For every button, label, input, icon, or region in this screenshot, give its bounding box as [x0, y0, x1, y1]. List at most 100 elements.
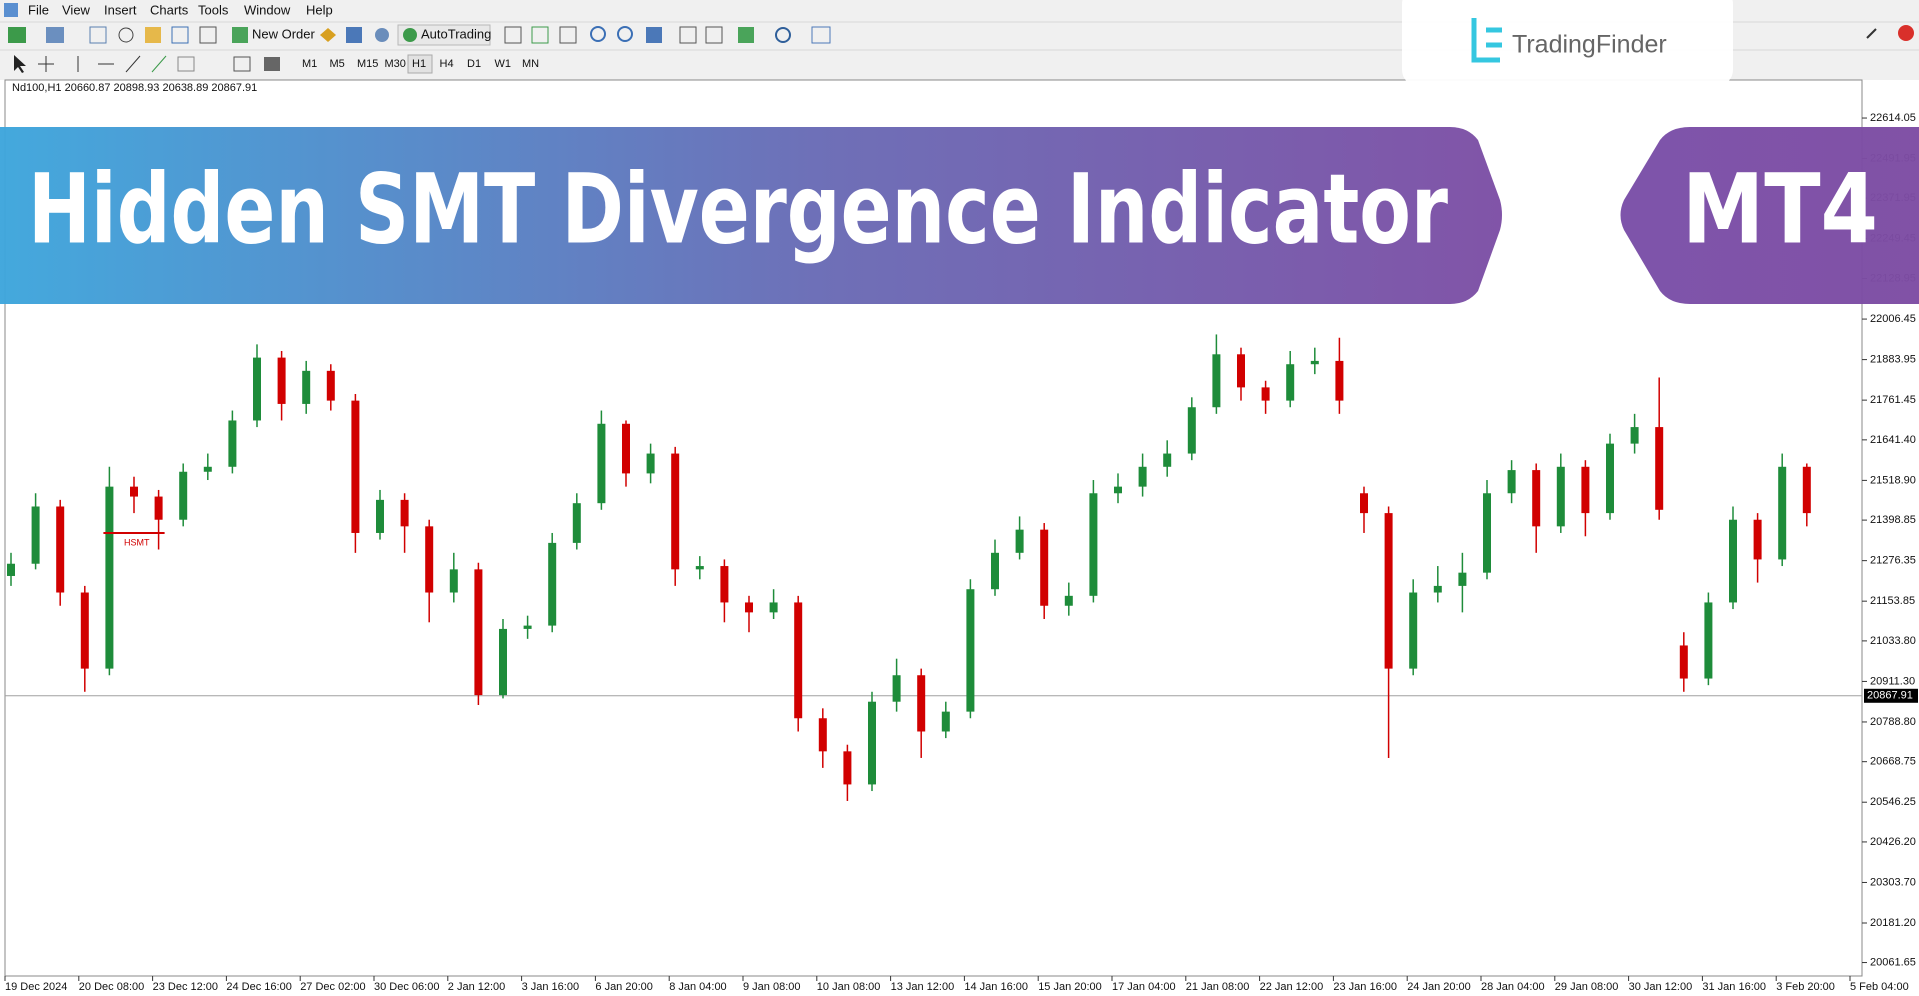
candle-body — [1114, 486, 1122, 494]
candle-body — [1409, 592, 1418, 669]
tool-icon — [151, 55, 167, 73]
candle-body — [1802, 466, 1811, 514]
x-tick-label: 27 Dec 02:00 — [300, 981, 365, 993]
candle-body — [868, 701, 876, 785]
menu-item[interactable]: Tools — [198, 2, 229, 17]
timeframe-button[interactable]: H4 — [440, 58, 454, 70]
candle-body — [1163, 453, 1172, 467]
y-tick-label: 22006.45 — [1870, 313, 1916, 325]
notification[interactable] — [1898, 25, 1914, 41]
candle-body — [720, 566, 729, 603]
search-icon[interactable] — [1866, 28, 1877, 39]
x-tick-label: 24 Dec 16:00 — [226, 981, 291, 993]
candle-body — [917, 675, 926, 732]
x-tick-label: 9 Jan 08:00 — [743, 981, 801, 993]
tool-icon — [320, 28, 336, 42]
candle-body — [1335, 360, 1344, 401]
y-tick-label: 22614.05 — [1870, 112, 1916, 124]
autotrading-button[interactable]: AutoTrading — [421, 26, 491, 41]
tool-icon — [679, 26, 697, 44]
candle-body — [425, 526, 434, 593]
candle-body — [1261, 387, 1270, 401]
y-tick-label: 20911.30 — [1870, 675, 1915, 687]
timeframe-button[interactable]: MN — [522, 58, 539, 70]
menu-item[interactable]: Help — [306, 2, 333, 17]
menu-item[interactable]: View — [62, 2, 91, 17]
candle-body — [695, 566, 704, 570]
menu-bar: File View Insert Charts Tools Window Help — [28, 2, 333, 17]
candle-body — [794, 602, 803, 719]
x-tick-label: 19 Dec 2024 — [5, 981, 67, 993]
menu-item[interactable]: File — [28, 2, 49, 17]
candle-body — [56, 506, 65, 593]
y-tick-label: 21276.35 — [1870, 555, 1916, 567]
zoom-in[interactable] — [590, 26, 606, 42]
y-tick-label: 20546.25 — [1870, 796, 1916, 808]
timeframe-button[interactable]: W1 — [495, 58, 512, 70]
candle-body — [400, 499, 409, 527]
candle-body — [1187, 407, 1196, 454]
tool-icon — [46, 27, 64, 43]
timeframe-button[interactable]: D1 — [467, 58, 481, 70]
candle-body — [31, 506, 40, 564]
menu-item[interactable]: Insert — [104, 2, 137, 17]
logo-panel — [1402, 0, 1733, 86]
plot: 22614.0522491.9522371.9522249.4522128.95… — [4, 112, 1918, 993]
y-tick-label: 21398.85 — [1870, 514, 1916, 526]
candle-body — [966, 589, 975, 712]
candle-body — [474, 569, 483, 696]
timeframe-button[interactable]: H1 — [412, 58, 426, 70]
candle-body — [1556, 466, 1565, 527]
candle-body — [1753, 519, 1762, 560]
badge-banner — [1620, 127, 1919, 304]
candle-body — [646, 453, 655, 474]
timeframe-button[interactable]: M1 — [302, 58, 317, 70]
tool-icon — [125, 55, 141, 73]
candle-body — [1310, 360, 1319, 365]
timeframe-button[interactable]: M15 — [357, 58, 378, 70]
tool-icon — [504, 26, 522, 44]
timeframe-button[interactable]: M5 — [330, 58, 345, 70]
tool-icon — [811, 26, 831, 44]
timeframe-button[interactable]: M30 — [385, 58, 406, 70]
tool-icon — [531, 26, 549, 44]
x-tick-label: 22 Jan 12:00 — [1260, 981, 1324, 993]
current-price-label: 20867.91 — [1867, 690, 1913, 702]
candle-body — [179, 471, 188, 520]
zoom-out[interactable] — [617, 26, 633, 42]
timeframes: M1 M5 M15 M30 H1 H4 D1 W1 MN — [302, 54, 539, 74]
tool-icon — [646, 27, 662, 43]
cursor-icon — [14, 55, 26, 73]
candle-body — [991, 552, 999, 590]
candle-body — [1089, 493, 1098, 596]
candle-body — [1384, 513, 1393, 669]
candle-body — [1704, 602, 1713, 679]
x-tick-label: 8 Jan 04:00 — [669, 981, 727, 993]
tool-icon — [177, 56, 195, 72]
autotrading-icon — [403, 28, 417, 42]
y-tick-label: 21518.90 — [1870, 474, 1916, 486]
candle-body — [1729, 519, 1737, 603]
candle-body — [1778, 466, 1787, 560]
banner-badge: MT4 — [1682, 153, 1878, 265]
tool-icon — [199, 26, 217, 44]
x-tick-label: 21 Jan 08:00 — [1186, 981, 1250, 993]
candle-body — [843, 751, 852, 785]
menu-item[interactable]: Window — [244, 2, 291, 17]
new-order-button[interactable]: New Order — [252, 26, 316, 41]
candle-body — [1064, 595, 1073, 606]
x-tick-label: 30 Dec 06:00 — [374, 981, 439, 993]
candle-body — [597, 423, 606, 504]
menu-item[interactable]: Charts — [150, 2, 189, 17]
y-tick-label: 20303.70 — [1870, 876, 1916, 888]
x-tick-label: 14 Jan 16:00 — [964, 981, 1028, 993]
candle-body — [1212, 354, 1221, 408]
candle-body — [1040, 529, 1049, 606]
candle-body — [1507, 470, 1516, 494]
candle-body — [1532, 470, 1541, 527]
candle-body — [1655, 427, 1664, 510]
x-tick-label: 5 Feb 04:00 — [1850, 981, 1909, 993]
x-tick-label: 3 Jan 16:00 — [522, 981, 580, 993]
y-tick-label: 20668.75 — [1870, 756, 1916, 768]
candle-body — [671, 453, 680, 570]
